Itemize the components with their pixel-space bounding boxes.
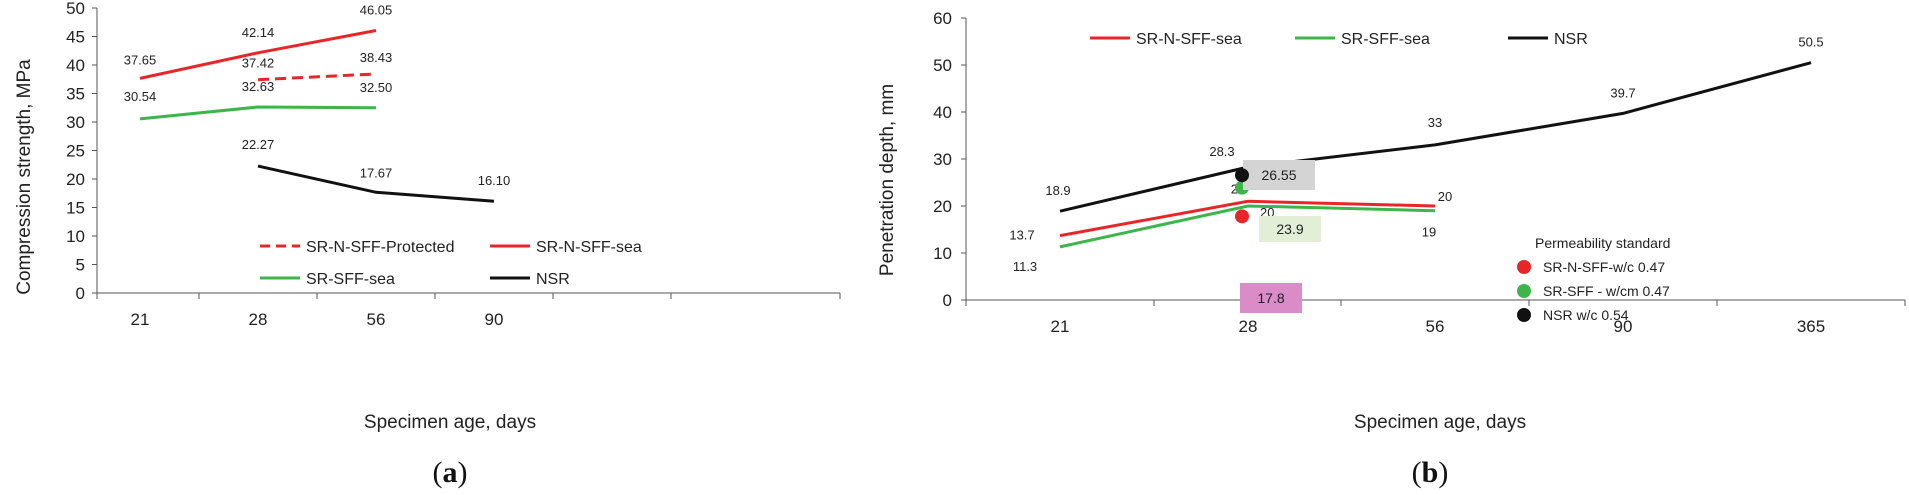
x-tick-label: 90: [485, 310, 504, 329]
x-tick-label: 365: [1797, 317, 1825, 336]
legend-label: SR-SFF-sea: [1341, 31, 1430, 48]
y-tick-label: 20: [933, 197, 952, 216]
value-box: [1240, 283, 1302, 313]
series-line: [1059, 204, 1436, 249]
x-tick-label: 21: [131, 310, 150, 329]
data-label: 37.42: [242, 56, 275, 71]
data-label: 20: [1438, 189, 1452, 204]
panel-b-legend: SR-N-SFF-sea SR-SFF-sea NSR: [1090, 31, 1588, 48]
legend-label: NSR: [1554, 31, 1588, 48]
value-box: [1243, 160, 1315, 190]
y-tick-label: 35: [66, 85, 85, 104]
y-tick-label: 25: [66, 142, 85, 161]
permeability-legend-label: SR-N-SFF-w/c 0.47: [1543, 259, 1665, 275]
y-tick-label: 0: [943, 291, 952, 310]
y-tick-label: 60: [933, 9, 952, 28]
y-tick-label: 20: [66, 170, 85, 189]
series-line: [139, 105, 377, 121]
value-box-label: 23.9: [1276, 221, 1303, 237]
y-tick-label: 30: [66, 113, 85, 132]
legend-label: SR-N-SFF-Protected: [306, 239, 454, 256]
data-label: 19: [1422, 225, 1436, 240]
panel-a-series: [139, 29, 495, 203]
data-label: 16.10: [478, 173, 511, 188]
data-label: 11.3: [1013, 259, 1037, 274]
series-line: [1059, 61, 1812, 213]
value-box: [1259, 216, 1321, 242]
y-tick-label: 45: [66, 28, 85, 47]
value-box-label: 17.8: [1257, 290, 1284, 306]
permeability-legend-marker: [1517, 308, 1531, 322]
permeability-legend-marker: [1517, 260, 1531, 274]
panel-a-legend: SR-N-SFF-Protected SR-N-SFF-sea SR-SFF-sea…: [260, 239, 642, 288]
series-line: [1059, 199, 1436, 238]
x-tick-label: 28: [249, 310, 268, 329]
y-tick-label: 15: [66, 199, 85, 218]
data-label: 32.50: [360, 80, 393, 95]
data-label: 22.27: [242, 137, 275, 152]
data-label: 17.67: [360, 165, 393, 180]
data-label: 32.63: [242, 79, 275, 94]
panel-a-y-axis-title: Compression strength, MPa: [14, 59, 35, 295]
permeability-legend-marker: [1517, 284, 1531, 298]
panel-b-permeability-standard: 17.8 23.9 26.55 Permeability standard SR-N-S…: [1235, 160, 1670, 323]
y-tick-label: 40: [933, 103, 952, 122]
x-tick-label: 90: [1614, 317, 1633, 336]
value-box-label: 26.55: [1261, 167, 1296, 183]
data-label: 30.54: [124, 89, 157, 104]
legend-label: SR-N-SFF-sea: [536, 239, 642, 256]
x-tick-label: 28: [1239, 317, 1258, 336]
panel-a-x-axis-title: Specimen age, days: [364, 412, 536, 433]
panel-a-label: (a): [433, 456, 468, 489]
data-label: 38.43: [360, 50, 393, 65]
data-label: 50.5: [1798, 35, 1823, 50]
y-tick-label: 40: [66, 56, 85, 75]
series-line: [257, 164, 495, 203]
series-line: [257, 72, 377, 82]
legend-label: NSR: [536, 271, 570, 288]
data-label: 28.3: [1209, 144, 1234, 159]
panel-a-axes: 0 5 10 15 20 25 30 35 40 45 50 21 28 56 90: [66, 0, 841, 329]
series-line: [139, 29, 377, 80]
data-label: 42.14: [242, 25, 275, 40]
data-label: 18.9: [1045, 183, 1070, 198]
panel-b-label: (b): [1412, 456, 1449, 489]
legend-label: SR-SFF-sea: [306, 271, 395, 288]
x-tick-label: 56: [367, 310, 386, 329]
data-label: 39.7: [1610, 85, 1635, 100]
x-tick-label: 56: [1426, 317, 1445, 336]
y-tick-label: 30: [933, 150, 952, 169]
y-tick-label: 50: [66, 0, 85, 18]
panel-b-y-axis-title: Penetration depth, mm: [877, 84, 898, 276]
permeability-legend-label: SR-SFF - w/cm 0.47: [1543, 283, 1670, 299]
y-tick-label: 50: [933, 56, 952, 75]
panel-a-data-labels: 37.42 38.43 37.65 42.14 46.05 30.54 32.63 32.50…: [124, 3, 511, 189]
data-label: 46.05: [360, 3, 393, 18]
permeability-point: [1235, 209, 1249, 224]
permeability-point: [1235, 168, 1249, 183]
permeability-legend-label: NSR w/c 0.54: [1543, 307, 1629, 323]
y-tick-label: 10: [66, 227, 85, 246]
panel-b-x-axis-title: Specimen age, days: [1354, 412, 1526, 433]
x-tick-label: 21: [1051, 317, 1070, 336]
y-tick-label: 0: [76, 284, 85, 303]
y-tick-label: 5: [76, 256, 85, 275]
data-label: 37.65: [124, 52, 157, 67]
panel-b-axes: 0 10 20 30 40 50 60 21 28 56 90 365: [933, 9, 1906, 336]
data-label: 13.7: [1009, 228, 1034, 243]
y-tick-label: 10: [933, 244, 952, 263]
data-label: 33: [1428, 115, 1442, 130]
legend-label: SR-N-SFF-sea: [1136, 31, 1242, 48]
permeability-legend-title: Permeability standard: [1535, 235, 1670, 251]
panel-b-series: [1059, 61, 1812, 249]
